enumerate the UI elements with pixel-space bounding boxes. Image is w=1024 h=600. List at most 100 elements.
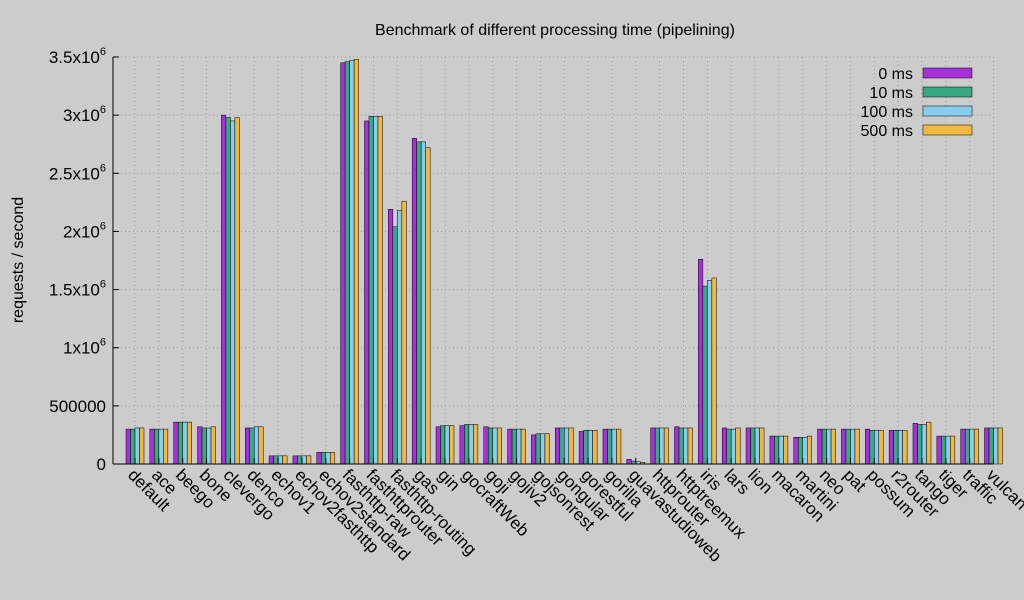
y-tick-label: 2.5x106	[49, 162, 106, 183]
x-tick-label: gin	[434, 465, 463, 494]
bar	[984, 427, 990, 465]
bar	[297, 455, 303, 465]
bar	[854, 428, 860, 465]
bars	[125, 59, 1003, 465]
bar	[197, 426, 203, 465]
bar	[397, 210, 403, 465]
bar	[353, 59, 359, 465]
bar	[897, 430, 903, 465]
y-tick-exponent: 6	[100, 279, 106, 291]
bar	[139, 427, 145, 465]
bar	[807, 435, 813, 465]
bar	[798, 437, 804, 465]
bar	[401, 200, 407, 465]
bar	[759, 427, 765, 465]
bar	[130, 428, 136, 465]
bar	[583, 430, 589, 465]
bar	[268, 455, 274, 465]
legend-swatch	[922, 105, 973, 117]
y-tick-label: 3x106	[63, 104, 106, 125]
bar	[678, 427, 684, 465]
bar	[707, 280, 713, 465]
bar	[602, 428, 608, 465]
grid-lines	[113, 56, 995, 464]
bar	[845, 428, 851, 465]
bar	[325, 452, 331, 465]
bar	[535, 433, 541, 465]
bar	[201, 427, 207, 465]
bar	[830, 428, 836, 465]
bar	[654, 427, 660, 465]
bar	[997, 427, 1003, 465]
legend-swatch	[922, 86, 973, 98]
bar	[420, 141, 426, 465]
bar	[917, 424, 923, 465]
legend: 0 ms 10 ms 100 ms 500 ms	[861, 66, 973, 140]
bar	[869, 430, 875, 465]
bar	[874, 430, 880, 465]
bar	[449, 425, 455, 465]
bar	[425, 147, 431, 465]
y-tick-exponent: 6	[100, 104, 106, 116]
bar	[511, 428, 517, 465]
bar	[674, 426, 680, 465]
bar	[154, 428, 160, 465]
legend-label: 500 ms	[861, 123, 913, 140]
legend-label: 0 ms	[878, 66, 913, 83]
bar	[134, 427, 140, 465]
bar	[878, 430, 884, 465]
legend-swatch	[922, 124, 973, 136]
bar	[459, 425, 465, 465]
bar	[540, 433, 546, 465]
bar	[468, 424, 474, 465]
bar	[349, 60, 355, 465]
bar	[993, 427, 999, 465]
y-tick-labels: 0 500000 1x106 1.5x106 2x106 2.5x106 3x106 3.5x…	[49, 46, 106, 474]
bar	[330, 452, 336, 465]
y-tick-exponent: 6	[100, 162, 106, 174]
bar	[487, 427, 493, 465]
bar	[888, 430, 894, 465]
bar	[735, 427, 741, 465]
bar	[416, 141, 422, 465]
bar	[945, 435, 951, 465]
bar	[616, 428, 622, 465]
bar	[520, 428, 526, 465]
axes	[112, 56, 995, 465]
bar	[273, 455, 279, 465]
bar	[483, 426, 489, 465]
bar	[344, 61, 350, 465]
bar	[340, 62, 346, 465]
bar	[988, 427, 994, 465]
bar	[392, 226, 398, 465]
bar	[817, 428, 823, 465]
y-tick-label: 0	[97, 455, 106, 474]
bar	[964, 428, 970, 465]
bar	[316, 452, 322, 465]
y-tick-exponent: 6	[100, 220, 106, 232]
bar	[969, 428, 975, 465]
legend-swatch	[922, 67, 973, 79]
bar	[587, 430, 593, 465]
bar	[249, 427, 255, 465]
bar	[253, 426, 259, 465]
bar	[230, 120, 236, 465]
bar	[754, 427, 760, 465]
x-tick-labels: defaultacebeegoboneclevergodencoechov1ec…	[124, 465, 1024, 565]
bar	[826, 428, 832, 465]
bar	[663, 427, 669, 465]
bar	[234, 117, 240, 465]
chart-title: Benchmark of different processing time (…	[375, 22, 735, 39]
bar	[865, 428, 871, 465]
bar	[626, 459, 632, 465]
bar	[125, 428, 131, 465]
bar	[721, 427, 727, 465]
bar	[277, 455, 283, 465]
bar	[244, 427, 250, 465]
bar	[411, 138, 417, 465]
bar	[507, 428, 513, 465]
y-tick-label: 1.5x106	[49, 279, 106, 300]
y-axis-label: requests / second	[10, 197, 27, 323]
bar	[306, 455, 312, 465]
bar	[902, 430, 908, 465]
